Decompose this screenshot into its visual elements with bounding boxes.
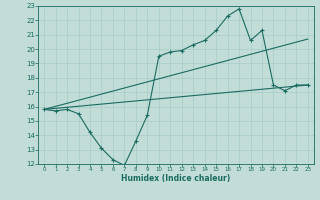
X-axis label: Humidex (Indice chaleur): Humidex (Indice chaleur)	[121, 174, 231, 183]
